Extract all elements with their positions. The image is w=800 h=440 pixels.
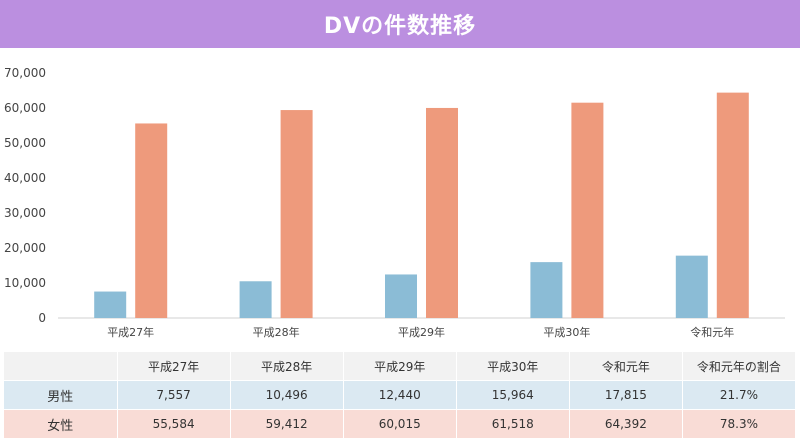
table-cell: 17,815 [569,380,683,410]
table-row-male: 男性 7,557 10,496 12,440 15,964 17,815 21.… [4,380,797,410]
bar-female [280,110,313,318]
table-header-row: 平成27年 平成28年 平成29年 平成30年 令和元年 令和元年の割合 [4,352,797,381]
bar-female [716,92,749,319]
bar-female [426,107,458,318]
bar-chart: 0 10,000 20,000 30,000 40,000 50,000 60,000 70,… [4,66,785,339]
bar-female [571,102,604,318]
bar-male [675,255,708,318]
table-cell: 10,496 [230,380,344,410]
table-cell: 7,557 [117,380,231,410]
y-tick-label: 60,000 [4,101,46,115]
y-tick-label: 0 [38,311,46,325]
table-cell: 60,015 [343,409,457,439]
bar-male [530,262,563,318]
x-tick-label: 平成29年 [398,325,445,339]
y-tick-label: 20,000 [4,241,46,255]
table-cell: 64,392 [569,409,683,439]
y-tick-label: 50,000 [4,136,46,150]
table-cell: 21.7% [682,380,797,410]
table-cell: 12,440 [343,380,457,410]
x-tick-label: 平成27年 [107,325,154,339]
bar-female [135,123,168,319]
table-cell: 55,584 [117,409,231,439]
table-header-cell: 令和元年 [569,352,683,381]
bar-male [239,281,272,318]
table-cell: 59,412 [230,409,344,439]
table-header-cell [4,352,118,381]
x-tick-label: 令和元年 [690,325,734,339]
y-tick-label: 30,000 [4,206,46,220]
y-tick-label: 10,000 [4,276,46,290]
y-tick-label: 70,000 [4,66,46,80]
x-tick-label: 平成30年 [543,325,590,339]
chart-title: DVの件数推移 [0,0,800,48]
table-cell: 61,518 [456,409,570,439]
table-cell: 78.3% [682,409,797,439]
table-header-cell: 平成27年 [117,352,231,381]
table-header-cell: 令和元年の割合 [682,352,797,381]
table-header-cell: 平成29年 [343,352,457,381]
table-header-cell: 平成28年 [230,352,344,381]
y-tick-label: 40,000 [4,171,46,185]
row-label: 女性 [4,409,118,439]
row-label: 男性 [4,380,118,410]
data-table: 平成27年 平成28年 平成29年 平成30年 令和元年 令和元年の割合 男性 … [4,352,797,439]
x-tick-label: 平成28年 [253,325,300,339]
table-cell: 15,964 [456,380,570,410]
bar-male [385,274,417,318]
table-row-female: 女性 55,584 59,412 60,015 61,518 64,392 78… [4,409,797,439]
bar-male [94,291,127,318]
table-header-cell: 平成30年 [456,352,570,381]
